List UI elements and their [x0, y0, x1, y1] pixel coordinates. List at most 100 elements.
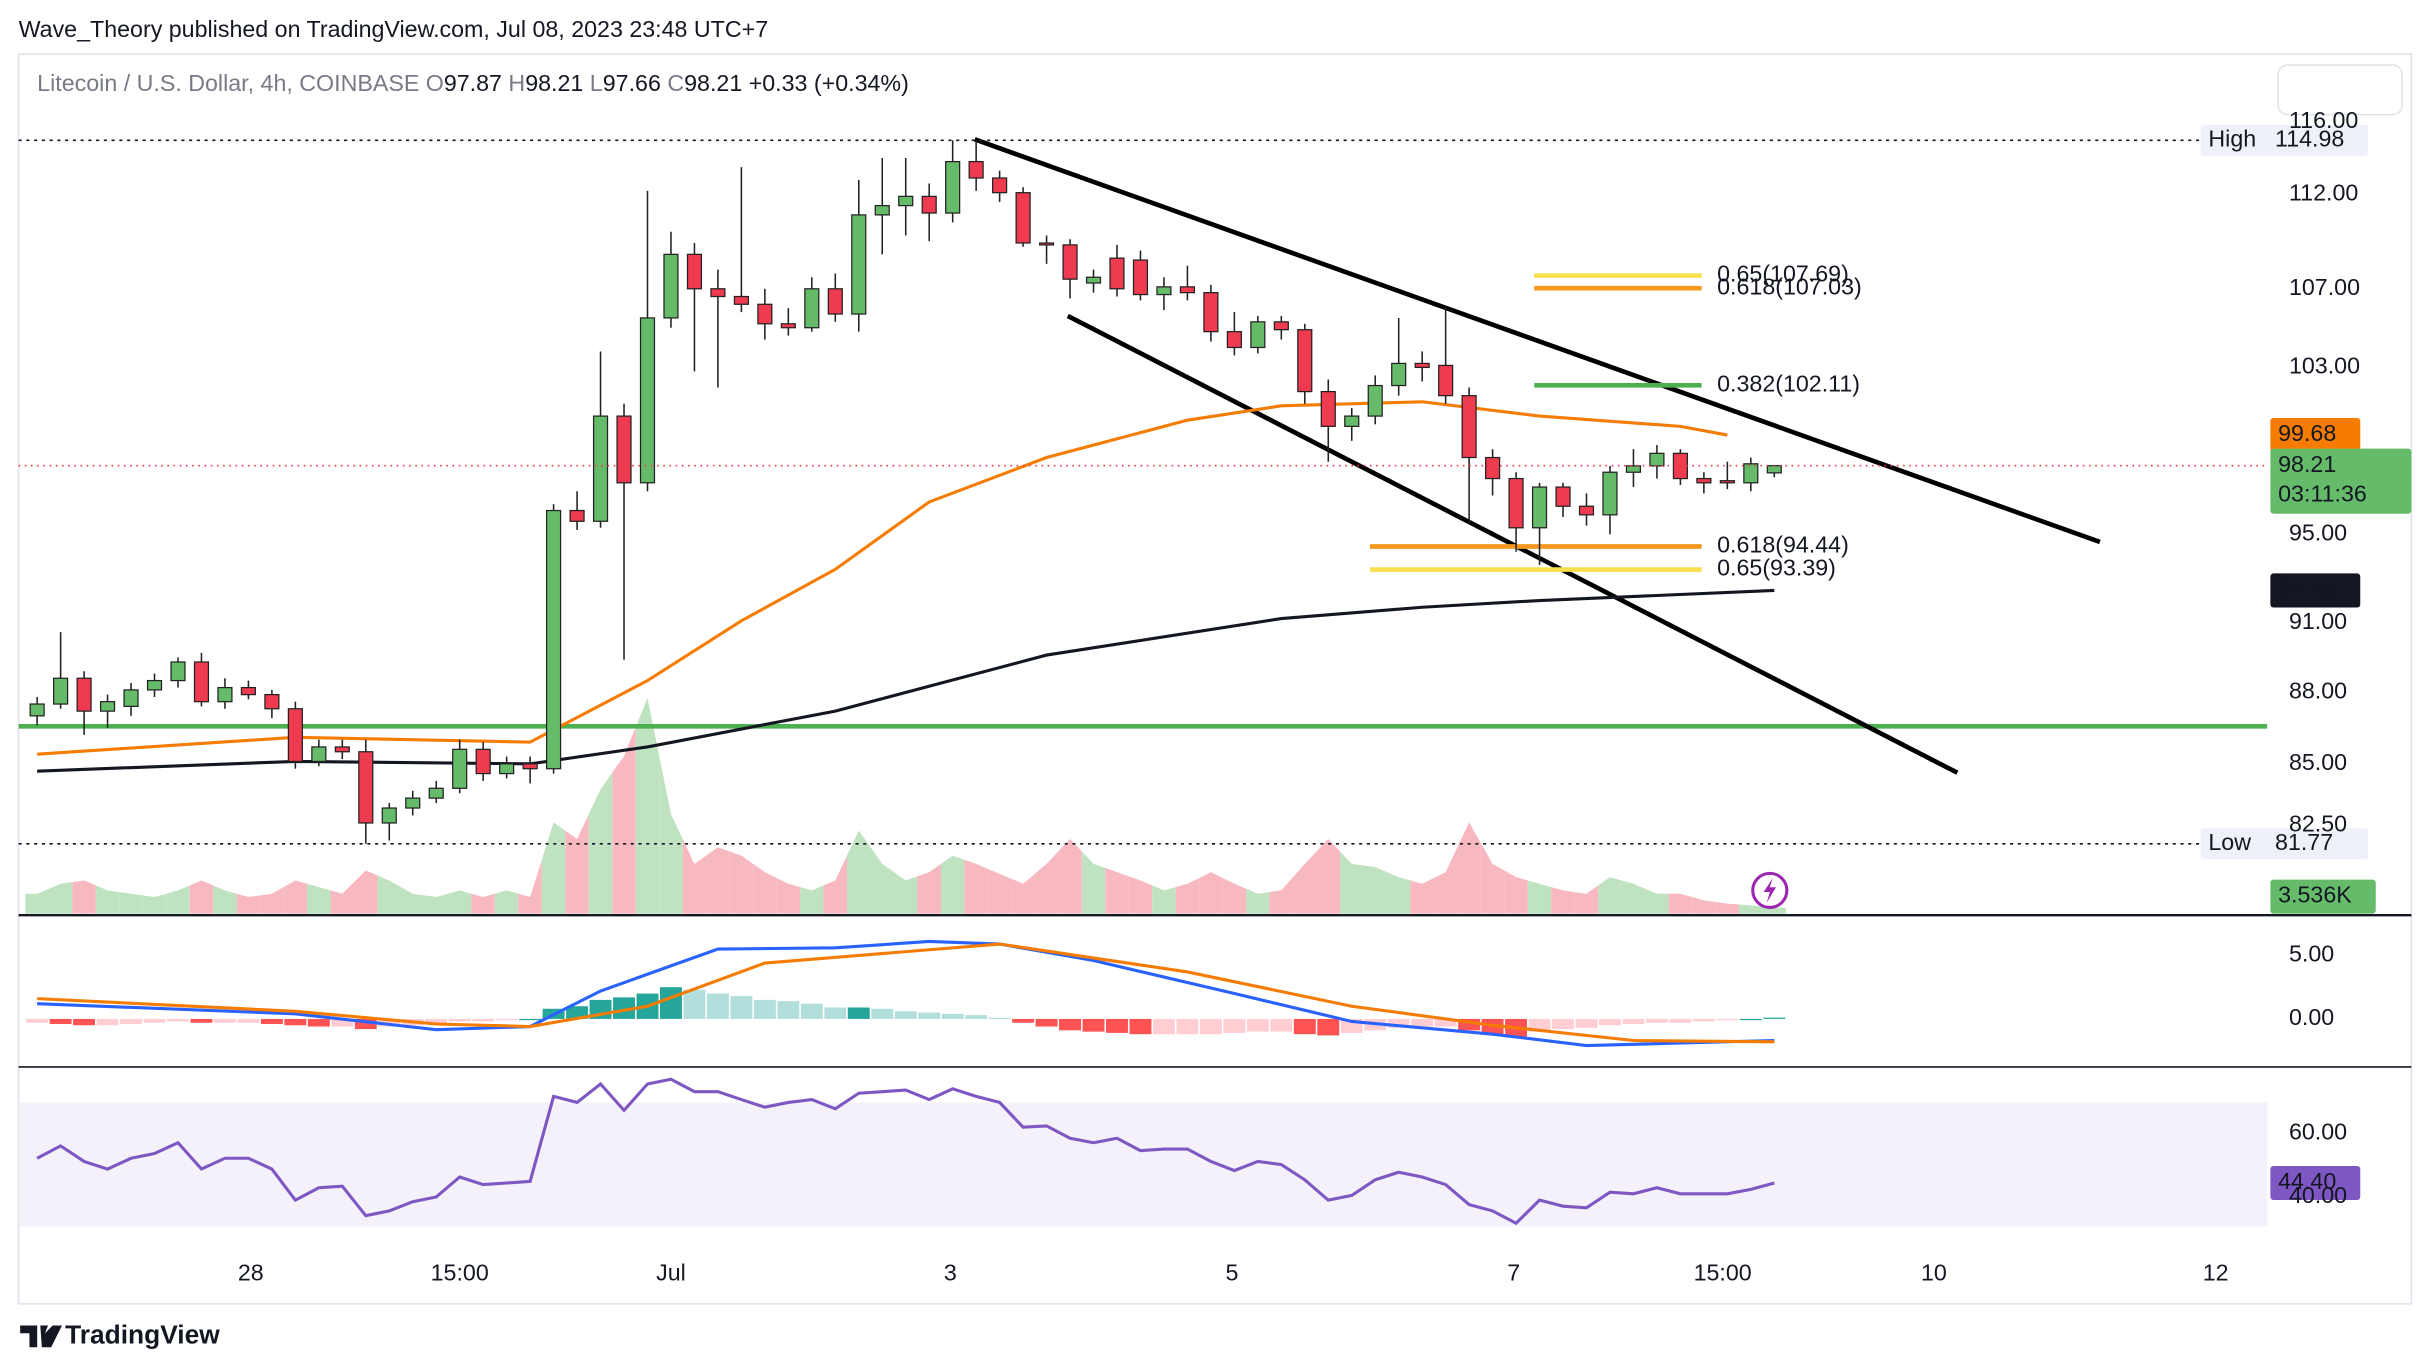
- macd-histogram: [1152, 1018, 1175, 1035]
- macd-histogram: [1552, 1018, 1574, 1030]
- volume-area: [565, 814, 589, 914]
- macd-histogram: [660, 987, 682, 1019]
- y-tick-label: 91.00: [2289, 608, 2347, 634]
- macd-histogram: [965, 1015, 988, 1019]
- volume-area: [1739, 904, 1763, 914]
- macd-histogram: [1223, 1018, 1246, 1033]
- toolbar-box[interactable]: [2277, 64, 2403, 116]
- macd-histogram: [120, 1018, 143, 1025]
- candle-body: [358, 751, 374, 824]
- y-tick-label: 85.00: [2289, 749, 2347, 775]
- macd-histogram: [871, 1008, 894, 1019]
- volume-area: [471, 893, 495, 914]
- alert-icon: [1751, 871, 1789, 909]
- candle-body: [780, 323, 796, 329]
- candle-body: [53, 677, 69, 705]
- candle-body: [1649, 452, 1665, 467]
- candle-body: [29, 703, 45, 717]
- volume-area: [753, 863, 777, 914]
- candle-body: [240, 686, 257, 696]
- candle-body: [522, 763, 538, 770]
- volume-area: [447, 890, 472, 914]
- candle-body: [710, 288, 726, 298]
- volume-area: [1692, 897, 1716, 914]
- volume-area: [236, 893, 261, 914]
- price-layer: 0.65(107.69)0.618(107.03) 0.382(102.11) 0.…: [18, 137, 2268, 775]
- volume-area: [635, 697, 660, 914]
- macd-histogram: [1035, 1018, 1058, 1027]
- high-tag-box: [2200, 124, 2369, 156]
- candle-body: [76, 677, 92, 712]
- legend-line: Litecoin / U.S. Dollar, 4h, COINBASE O97…: [37, 70, 909, 96]
- y-tick-label: 116.00: [2289, 107, 2358, 133]
- macd-histogram: [26, 1018, 49, 1023]
- candle-body: [428, 787, 444, 799]
- candle-body: [1132, 259, 1149, 296]
- macd-histogram: [894, 1011, 917, 1019]
- macd-histogram: [1458, 1018, 1481, 1031]
- candle-body: [1273, 321, 1289, 331]
- rsi-band: [18, 1102, 2268, 1227]
- volume-area: [541, 822, 566, 914]
- macd-histogram: [425, 1018, 448, 1025]
- volume-area: [1645, 888, 1669, 914]
- macd-histogram: [1106, 1018, 1128, 1033]
- volume-area: [48, 882, 73, 914]
- candle-body: [1555, 486, 1571, 507]
- volume-area: [213, 885, 237, 914]
- low-tag-text: Low: [2208, 829, 2251, 855]
- countdown-text: 03:11:36: [2278, 480, 2367, 506]
- published-line: Wave_Theory published on TradingView.com…: [19, 16, 769, 42]
- macd-line: [37, 942, 1775, 1044]
- macd-histogram: [1411, 1018, 1434, 1027]
- candle-body: [1109, 257, 1125, 290]
- volume-area: [1246, 888, 1270, 914]
- candle-body: [686, 253, 703, 290]
- macd-histogram: [1129, 1018, 1152, 1035]
- y-tick-label: 103.00: [2289, 353, 2360, 379]
- candle-body: [217, 686, 233, 703]
- macd-histogram: [213, 1018, 236, 1023]
- macd-histogram: [378, 1018, 401, 1027]
- macd-histogram: [237, 1018, 260, 1023]
- volume-area: [729, 851, 754, 914]
- candle-body: [592, 415, 609, 522]
- volume-area: [1293, 851, 1317, 914]
- candle-body: [1344, 415, 1360, 427]
- macd-histogram: [1387, 1018, 1410, 1028]
- macd-histogram: [941, 1013, 964, 1019]
- macd-histogram: [1575, 1018, 1598, 1028]
- x-tick-label: 7: [1507, 1260, 1520, 1286]
- candle-body: [193, 661, 210, 703]
- volume-area: [917, 863, 941, 914]
- macd-histogram: [1246, 1018, 1269, 1032]
- macd-histogram: [1599, 1018, 1621, 1026]
- macd-histogram: [1692, 1018, 1715, 1022]
- volume-area: [1105, 868, 1129, 914]
- volume-area: [1551, 887, 1575, 914]
- macd-line: [37, 939, 1775, 1048]
- rsi-tick-label: 60.00: [2289, 1119, 2347, 1145]
- macd-histogram: [800, 1003, 823, 1019]
- volume-area: [1081, 851, 1106, 914]
- price-tag-box: [2270, 448, 2412, 514]
- macd-histogram: [354, 1018, 377, 1030]
- x-tick-label: 15:00: [1694, 1260, 1752, 1286]
- candle-body: [1414, 362, 1430, 369]
- candle-body: [1625, 465, 1642, 473]
- x-tick-label: 10: [1921, 1260, 1947, 1286]
- x-tick-label: 5: [1226, 1260, 1239, 1286]
- candle-body: [733, 295, 749, 305]
- volume-area: [1480, 843, 1505, 914]
- candle-body: [475, 748, 491, 775]
- y-tick-label: 107.00: [2289, 274, 2360, 300]
- volume-area: [612, 726, 636, 914]
- x-tick-label: 28: [238, 1260, 264, 1286]
- ma-tag-box: [2270, 573, 2361, 608]
- candle-body: [1203, 292, 1219, 333]
- x-tick-label: 15:00: [431, 1260, 489, 1286]
- candle-body: [1578, 505, 1595, 516]
- volume-area: [1598, 877, 1622, 914]
- candle-body: [499, 763, 515, 775]
- macd-histogram: [331, 1018, 354, 1027]
